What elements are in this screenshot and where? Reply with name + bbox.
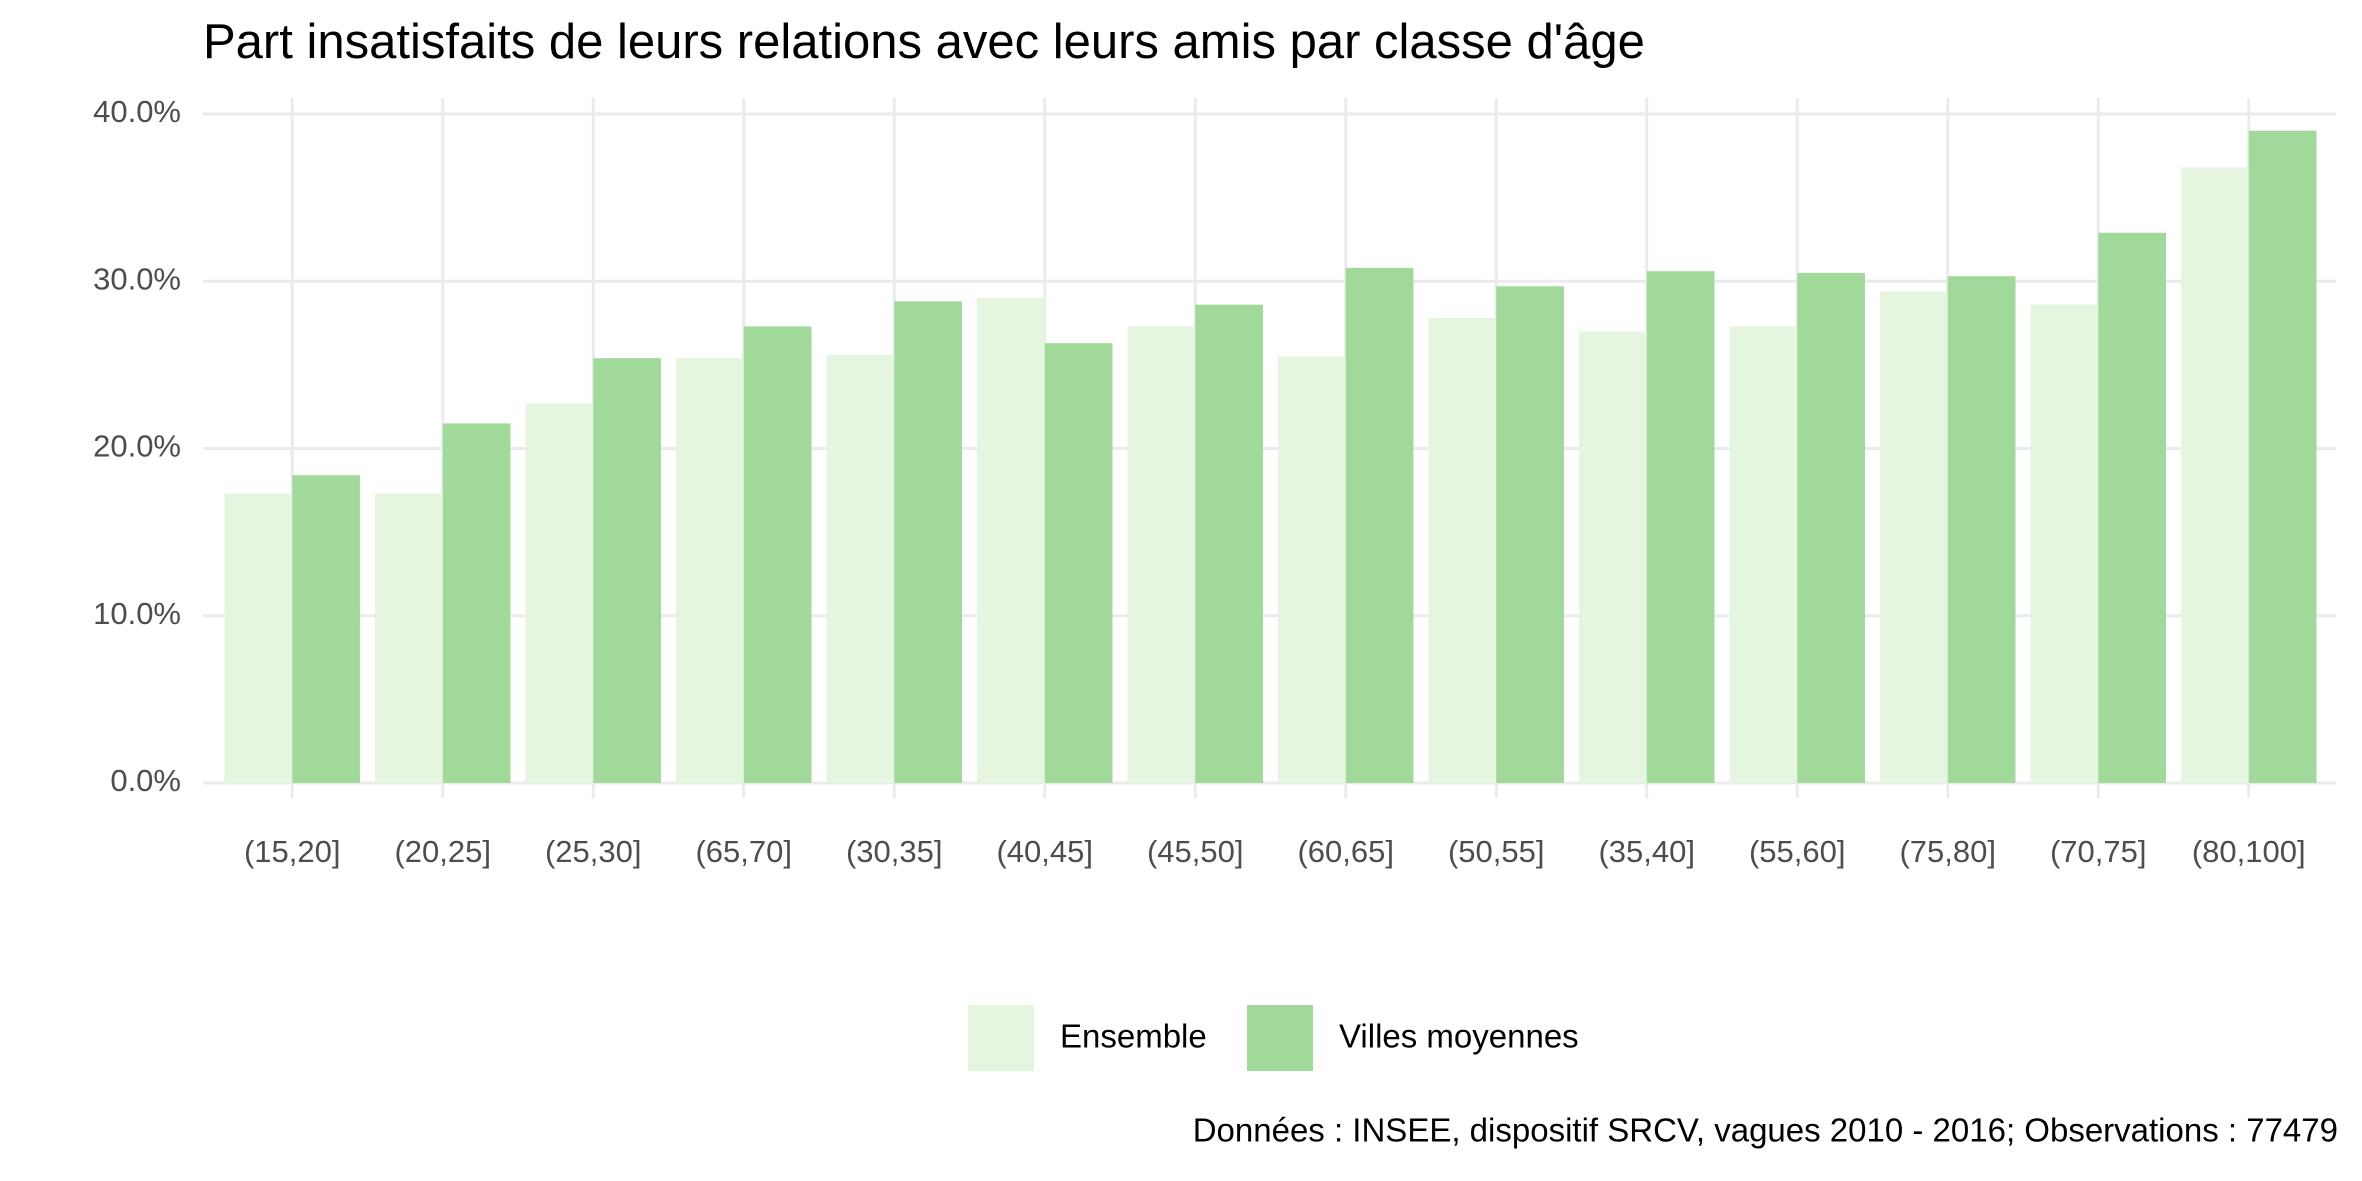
x-tick-label: (50,55] [1448,834,1545,869]
bar [2181,167,2249,783]
bar [1880,291,1948,783]
bar [1195,304,1263,783]
bar [1496,286,1564,783]
bar [1044,343,1113,783]
bar [593,358,661,783]
bar [676,358,744,783]
bar [1797,272,1865,783]
bar [442,423,511,783]
bar [2030,304,2099,783]
y-tick-label: 30.0% [93,261,181,296]
bar [743,326,812,783]
bar [224,493,293,783]
bar [1579,331,1647,783]
bar [1345,267,1414,783]
bar [1278,356,1346,783]
bar [525,403,594,783]
bar [1428,318,1497,783]
bar [826,354,895,783]
x-tick-label: (55,60] [1749,834,1846,869]
bar [375,493,443,783]
legend-label: Villes moyennes [1339,1018,1579,1055]
bar [2098,232,2166,783]
x-tick-label: (35,40] [1598,834,1695,869]
bar [1947,276,2016,783]
bar [292,475,360,783]
y-tick-label: 40.0% [93,94,181,129]
bar [2248,130,2317,784]
x-tick-label: (60,65] [1297,834,1394,869]
chart-title: Part insatisfaits de leurs relations ave… [203,15,1645,69]
x-tick-label: (20,25] [394,834,491,869]
bar [894,301,962,783]
x-tick-label: (80,100] [2192,834,2306,869]
bar [1127,326,1196,783]
x-tick-label: (15,20] [244,834,341,869]
bar [1729,326,1798,783]
x-tick-label: (65,70] [695,834,792,869]
y-tick-label: 10.0% [93,596,181,631]
legend-label: Ensemble [1060,1018,1207,1055]
caption: Données : INSEE, dispositif SRCV, vagues… [1193,1112,2338,1149]
x-tick-label: (70,75] [2050,834,2147,869]
y-tick-label: 0.0% [110,763,181,798]
x-tick-label: (75,80] [1899,834,1996,869]
bar [977,297,1045,783]
x-tick-label: (25,30] [545,834,642,869]
legend-swatch [1247,1005,1313,1071]
x-tick-label: (45,50] [1147,834,1244,869]
y-tick-label: 20.0% [93,429,181,464]
x-tick-label: (30,35] [846,834,943,869]
bar [1646,271,1715,783]
legend-swatch [968,1005,1034,1071]
x-tick-label: (40,45] [996,834,1093,869]
